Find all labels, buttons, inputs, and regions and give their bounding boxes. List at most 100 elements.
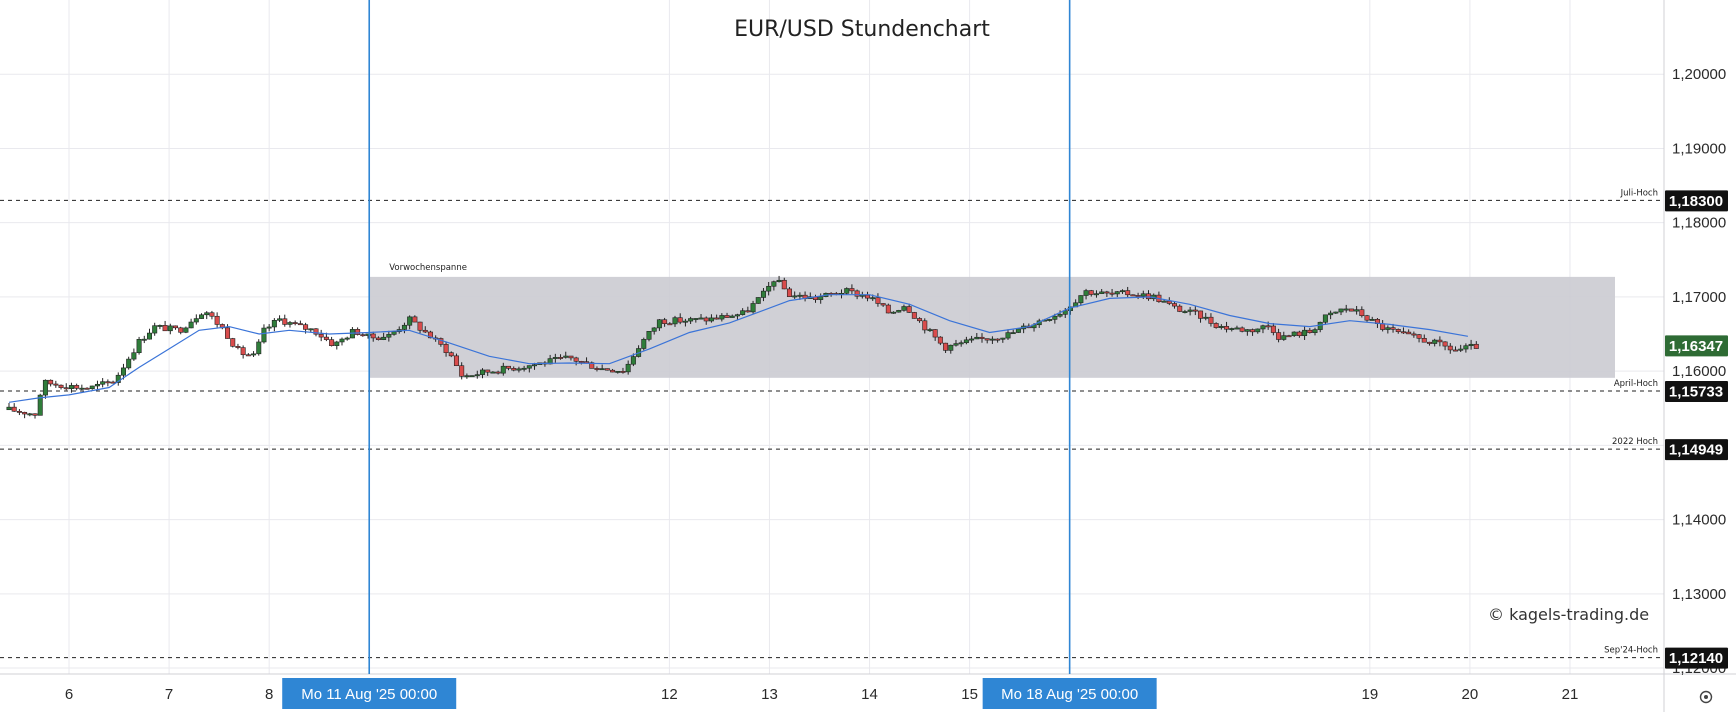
- level-lines-layer: Juli-Hoch April-Hoch 2022 Hoch Sep'24-Hoch: [0, 188, 1664, 659]
- candle-body: [308, 328, 314, 331]
- candle-body: [1244, 329, 1250, 332]
- time-axis[interactable]: 6 7 8 12 13 14 15 19 20 21 Mo 11 Aug '25 00:00 Mo 1…: [65, 678, 1578, 709]
- candle-body: [771, 281, 777, 287]
- candle-body: [786, 288, 792, 297]
- candle-body: [89, 385, 95, 390]
- candle-body: [558, 357, 564, 359]
- candle-body: [261, 327, 267, 343]
- candle-body: [68, 385, 74, 389]
- candle-body: [386, 334, 392, 338]
- candle-body: [464, 375, 470, 378]
- candle-body: [974, 336, 980, 340]
- candle-body: [682, 320, 688, 323]
- candle-body: [906, 306, 912, 313]
- x-tick-label: 6: [65, 686, 73, 703]
- candle-body: [963, 339, 969, 344]
- level-price-badge-bg: [1665, 647, 1728, 669]
- candle-body: [303, 324, 309, 330]
- candle-body: [1307, 329, 1313, 333]
- candle-body: [547, 358, 553, 365]
- candle-body: [1192, 309, 1198, 312]
- level-name-label: Juli-Hoch: [1620, 188, 1658, 198]
- candle-body: [157, 325, 163, 327]
- x-tick-label: 12: [661, 686, 678, 703]
- candle-body: [318, 333, 324, 338]
- x-tick-label: 20: [1462, 686, 1479, 703]
- candle-body: [719, 315, 725, 320]
- candle-body: [1047, 319, 1053, 321]
- candle-body: [251, 353, 257, 356]
- candle-body: [110, 381, 116, 384]
- candle-body: [729, 315, 735, 318]
- candle-body: [490, 371, 496, 374]
- candle-body: [74, 385, 80, 389]
- candle-body: [969, 338, 975, 341]
- level-price-badge-text: 1,18300: [1669, 193, 1723, 210]
- candle-body: [1099, 291, 1105, 294]
- candle-body: [844, 288, 850, 294]
- range-box-label: Vorwochenspanne: [389, 263, 467, 273]
- range-box-layer: Vorwochenspanne: [369, 263, 1615, 378]
- candle-body: [693, 318, 699, 320]
- candle-body: [448, 352, 454, 357]
- candle-body: [193, 318, 199, 323]
- candle-body: [1239, 327, 1245, 332]
- level-price-badge-bg: [1665, 190, 1728, 212]
- candle-body: [1400, 331, 1406, 334]
- candle-body: [745, 310, 751, 313]
- candle-body: [755, 297, 761, 304]
- candle-body: [1161, 300, 1167, 303]
- candle-body: [927, 329, 933, 332]
- candle-body: [563, 355, 569, 358]
- candle-body: [698, 317, 704, 320]
- candle-body: [760, 290, 766, 298]
- candle-body: [365, 333, 371, 336]
- candle-body: [953, 343, 959, 346]
- candle-body: [506, 365, 512, 369]
- candle-body: [152, 325, 158, 334]
- level-name-label: April-Hoch: [1614, 379, 1658, 389]
- candle-body: [589, 362, 595, 369]
- candle-body: [610, 369, 616, 373]
- x-tick-label: 15: [961, 686, 978, 703]
- candle-body: [474, 374, 480, 377]
- candle-body: [287, 322, 293, 325]
- candle-body: [1452, 349, 1458, 352]
- candle-body: [94, 383, 100, 387]
- time-marker-badge-text: Mo 11 Aug '25 00:00: [301, 686, 437, 703]
- candle-body: [401, 324, 407, 330]
- candle-body: [1416, 334, 1422, 339]
- candle-body: [1177, 305, 1183, 312]
- chart-title: EUR/USD Stundenchart: [734, 17, 990, 42]
- candle-body: [724, 315, 730, 318]
- candle-body: [339, 338, 345, 343]
- candle-body: [594, 368, 600, 370]
- candle-body: [495, 371, 501, 374]
- candle-body: [620, 370, 626, 373]
- candle-body: [1286, 335, 1292, 338]
- candle-body: [1426, 341, 1432, 344]
- candle-body: [1437, 339, 1443, 343]
- candle-body: [256, 341, 262, 355]
- candle-body: [1458, 348, 1464, 351]
- candle-body: [1411, 333, 1417, 336]
- candle-body: [1218, 326, 1224, 328]
- candle-body: [1135, 295, 1141, 297]
- candle-body: [1015, 328, 1021, 333]
- candle-body: [391, 331, 397, 335]
- candle-body: [459, 365, 465, 377]
- level-price-badge-bg: [1665, 439, 1728, 461]
- candle-body: [6, 406, 12, 411]
- price-axis[interactable]: 1,200001,190001,180001,170001,160001,150…: [1665, 66, 1728, 677]
- candle-body: [1406, 331, 1412, 335]
- candle-body: [1442, 341, 1448, 347]
- last-price-badge-text: 1,16347: [1669, 338, 1723, 355]
- candle-body: [1198, 310, 1204, 319]
- candle-body: [1010, 332, 1016, 335]
- candle-body: [943, 342, 949, 351]
- settings-icon[interactable]: [1699, 690, 1713, 704]
- candle-body: [417, 321, 423, 331]
- candle-body: [1140, 293, 1146, 297]
- y-tick-label: 1,13000: [1672, 586, 1726, 603]
